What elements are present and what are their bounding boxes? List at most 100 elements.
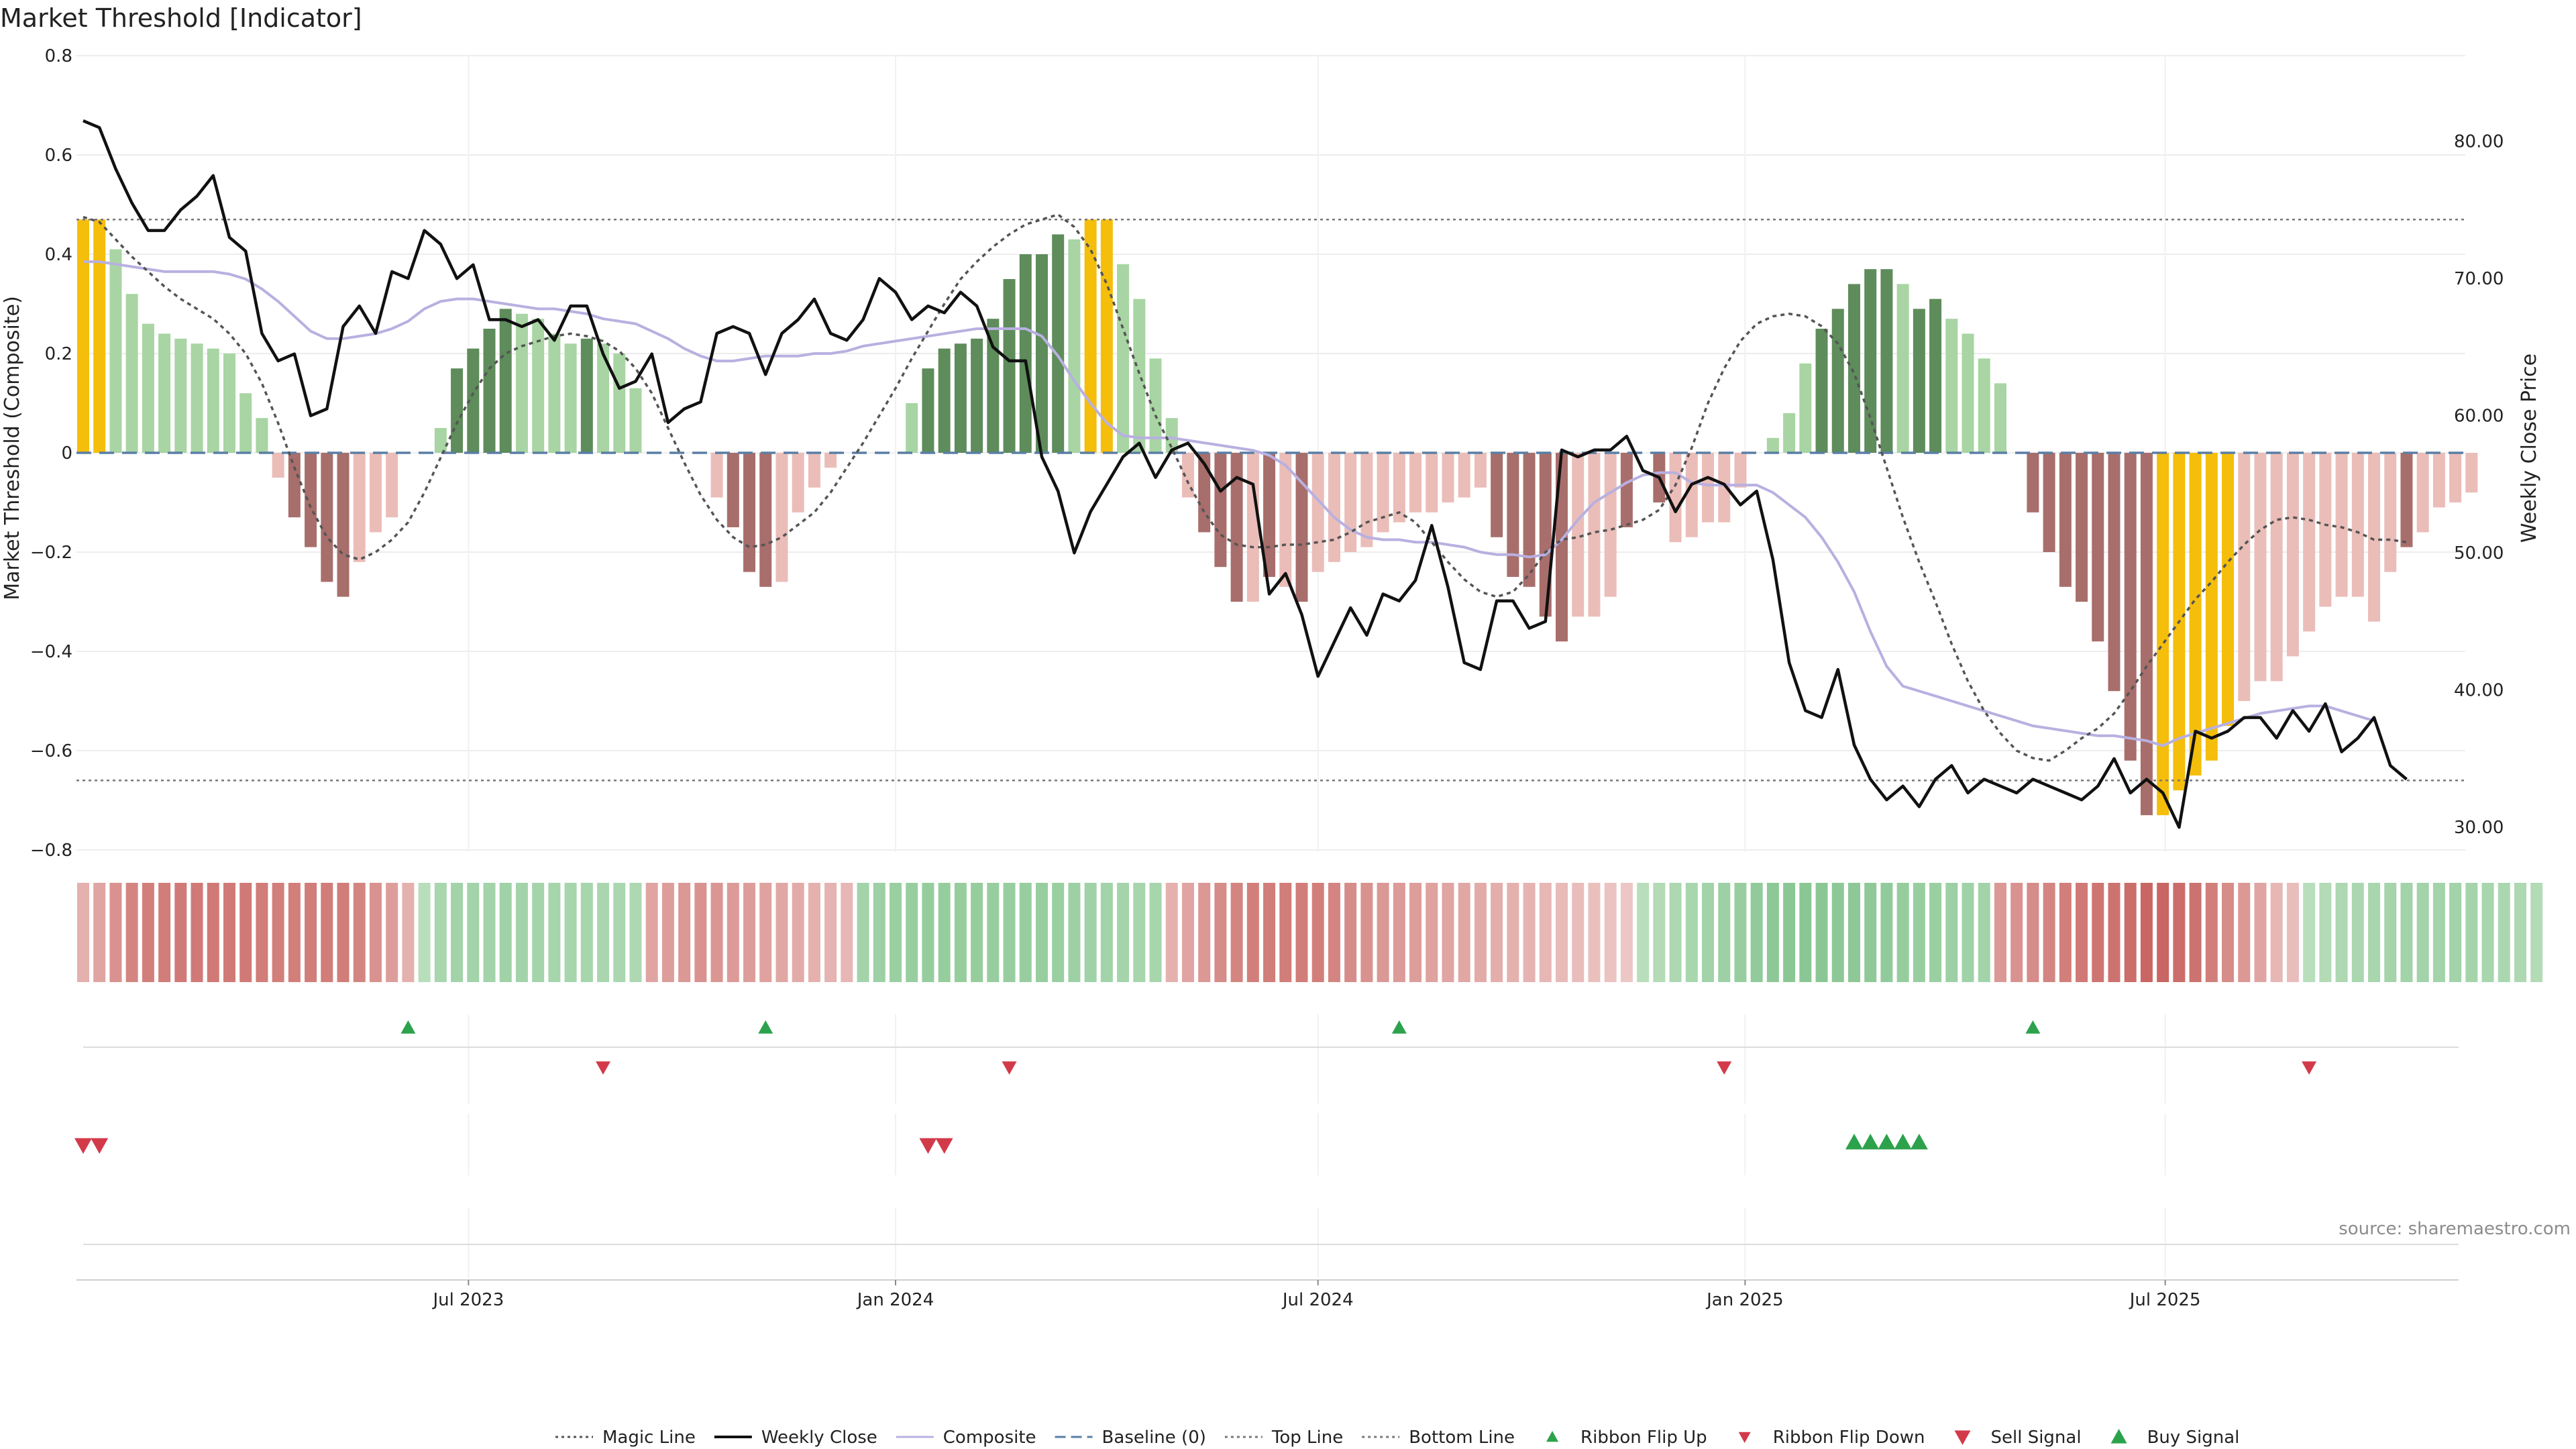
ribbon-cell	[1214, 883, 1227, 982]
composite-bar	[1311, 453, 1324, 572]
legend-label: Top Line	[1271, 1428, 1343, 1448]
ribbon-cell	[938, 883, 951, 982]
ribbon-cell	[2238, 883, 2251, 982]
ribbon-cell	[2270, 883, 2283, 982]
right-axis-title: Weekly Close Price	[2518, 354, 2541, 543]
composite-bar	[792, 453, 804, 513]
composite-bar	[2400, 453, 2413, 547]
composite-bar	[353, 453, 366, 562]
ribbon-cell	[467, 883, 480, 982]
ribbon-cell	[1572, 883, 1585, 982]
ribbon-cell	[987, 883, 1000, 982]
composite-bar	[1604, 453, 1617, 597]
left-tick-label: 0.6	[45, 146, 72, 166]
ribbon-cell	[2416, 883, 2429, 982]
composite-bar	[1669, 453, 1682, 543]
composite-bar	[2319, 453, 2332, 607]
magic-line	[83, 213, 2407, 762]
composite-bar	[1556, 453, 1568, 642]
ribbon-cell	[2319, 883, 2332, 982]
composite-bar	[564, 343, 577, 453]
ribbon-cell	[2286, 883, 2299, 982]
ribbon-cell	[125, 883, 138, 982]
signal-rows	[74, 1014, 2459, 1278]
ribbon-cell	[2205, 883, 2218, 982]
ribbon-cell	[386, 883, 398, 982]
ribbon-cell	[451, 883, 464, 982]
right-tick-label: 40.00	[2454, 681, 2504, 701]
ribbon-cell	[1637, 883, 1650, 982]
ribbon-cell	[272, 883, 284, 982]
ribbon-cell	[1328, 883, 1340, 982]
ribbon-cell	[2092, 883, 2104, 982]
buy-signal-marker	[1894, 1134, 1912, 1150]
ribbon-cell	[873, 883, 885, 982]
ribbon-cell	[1799, 883, 1812, 982]
composite-bar	[1458, 453, 1470, 498]
composite-bar	[2238, 453, 2251, 701]
ribbon-cell	[1393, 883, 1405, 982]
ribbon-cell	[2027, 883, 2039, 982]
ribbon-cell	[1246, 883, 1259, 982]
ribbon-cell	[369, 883, 382, 982]
ribbon-cell	[792, 883, 804, 982]
ribbon-cell	[1198, 883, 1211, 982]
legend-item: Buy Signal	[2110, 1428, 2239, 1448]
legend-item: Magic Line	[555, 1428, 696, 1448]
ribbon-cell	[1507, 883, 1519, 982]
ribbon-cell	[1426, 883, 1438, 982]
ribbon-cell	[418, 883, 431, 982]
ribbon-cell	[1344, 883, 1357, 982]
composite-bar	[434, 428, 447, 453]
ribbon-cell	[1165, 883, 1178, 982]
composite-bar	[2351, 453, 2364, 597]
ribbon-cell	[857, 883, 869, 982]
ribbon-flip-up-marker	[758, 1020, 773, 1034]
composite-bar	[2092, 453, 2104, 642]
ribbon-cell	[1929, 883, 1942, 982]
composite-bar	[1149, 358, 1162, 453]
ribbon-cell	[223, 883, 235, 982]
ribbon-cell	[1360, 883, 1373, 982]
composite-bar	[77, 219, 89, 453]
ribbon-cell	[1084, 883, 1097, 982]
ribbon-cell	[727, 883, 739, 982]
ribbon-cell	[906, 883, 918, 982]
ribbon-cell	[1068, 883, 1081, 982]
left-tick-label: 0	[61, 443, 72, 464]
ribbon-cell	[1035, 883, 1048, 982]
composite-bar	[2059, 453, 2072, 587]
ribbon-cell	[2530, 883, 2543, 982]
x-tick-label: Jan 2024	[856, 1290, 934, 1310]
composite-bar	[1344, 453, 1357, 552]
ribbon-cell	[353, 883, 366, 982]
legend-swatch	[1546, 1431, 1559, 1442]
composite-bar	[987, 319, 1000, 453]
ribbon-cell	[483, 883, 496, 982]
composite-bar	[532, 319, 545, 453]
composite-bar	[142, 323, 154, 453]
composite-bar	[1702, 453, 1714, 523]
composite-bar	[1718, 453, 1731, 523]
composite-bar	[1230, 453, 1243, 602]
composite-bar	[1507, 453, 1519, 577]
legend-label: Sell Signal	[1990, 1428, 2081, 1448]
composite-bar	[109, 249, 122, 453]
ribbon-cell	[1750, 883, 1763, 982]
ribbon-cell	[1181, 883, 1194, 982]
ribbon-cell	[841, 883, 853, 982]
composite-bar	[1864, 269, 1877, 453]
composite-bar	[256, 418, 268, 453]
ribbon-cell	[1669, 883, 1682, 982]
ribbon-cell	[1003, 883, 1016, 982]
ribbon-cell	[2173, 883, 2186, 982]
ribbon-cell	[1409, 883, 1422, 982]
ribbon-cell	[808, 883, 820, 982]
ribbon-cell	[1458, 883, 1470, 982]
ribbon-cell	[1474, 883, 1487, 982]
legend: Magic Line Weekly Close Composite Baseline …	[555, 1428, 2239, 1448]
composite-bar	[451, 368, 464, 453]
ribbon-cell	[305, 883, 317, 982]
ribbon-cell	[645, 883, 658, 982]
buy-signal-marker	[1862, 1134, 1880, 1150]
